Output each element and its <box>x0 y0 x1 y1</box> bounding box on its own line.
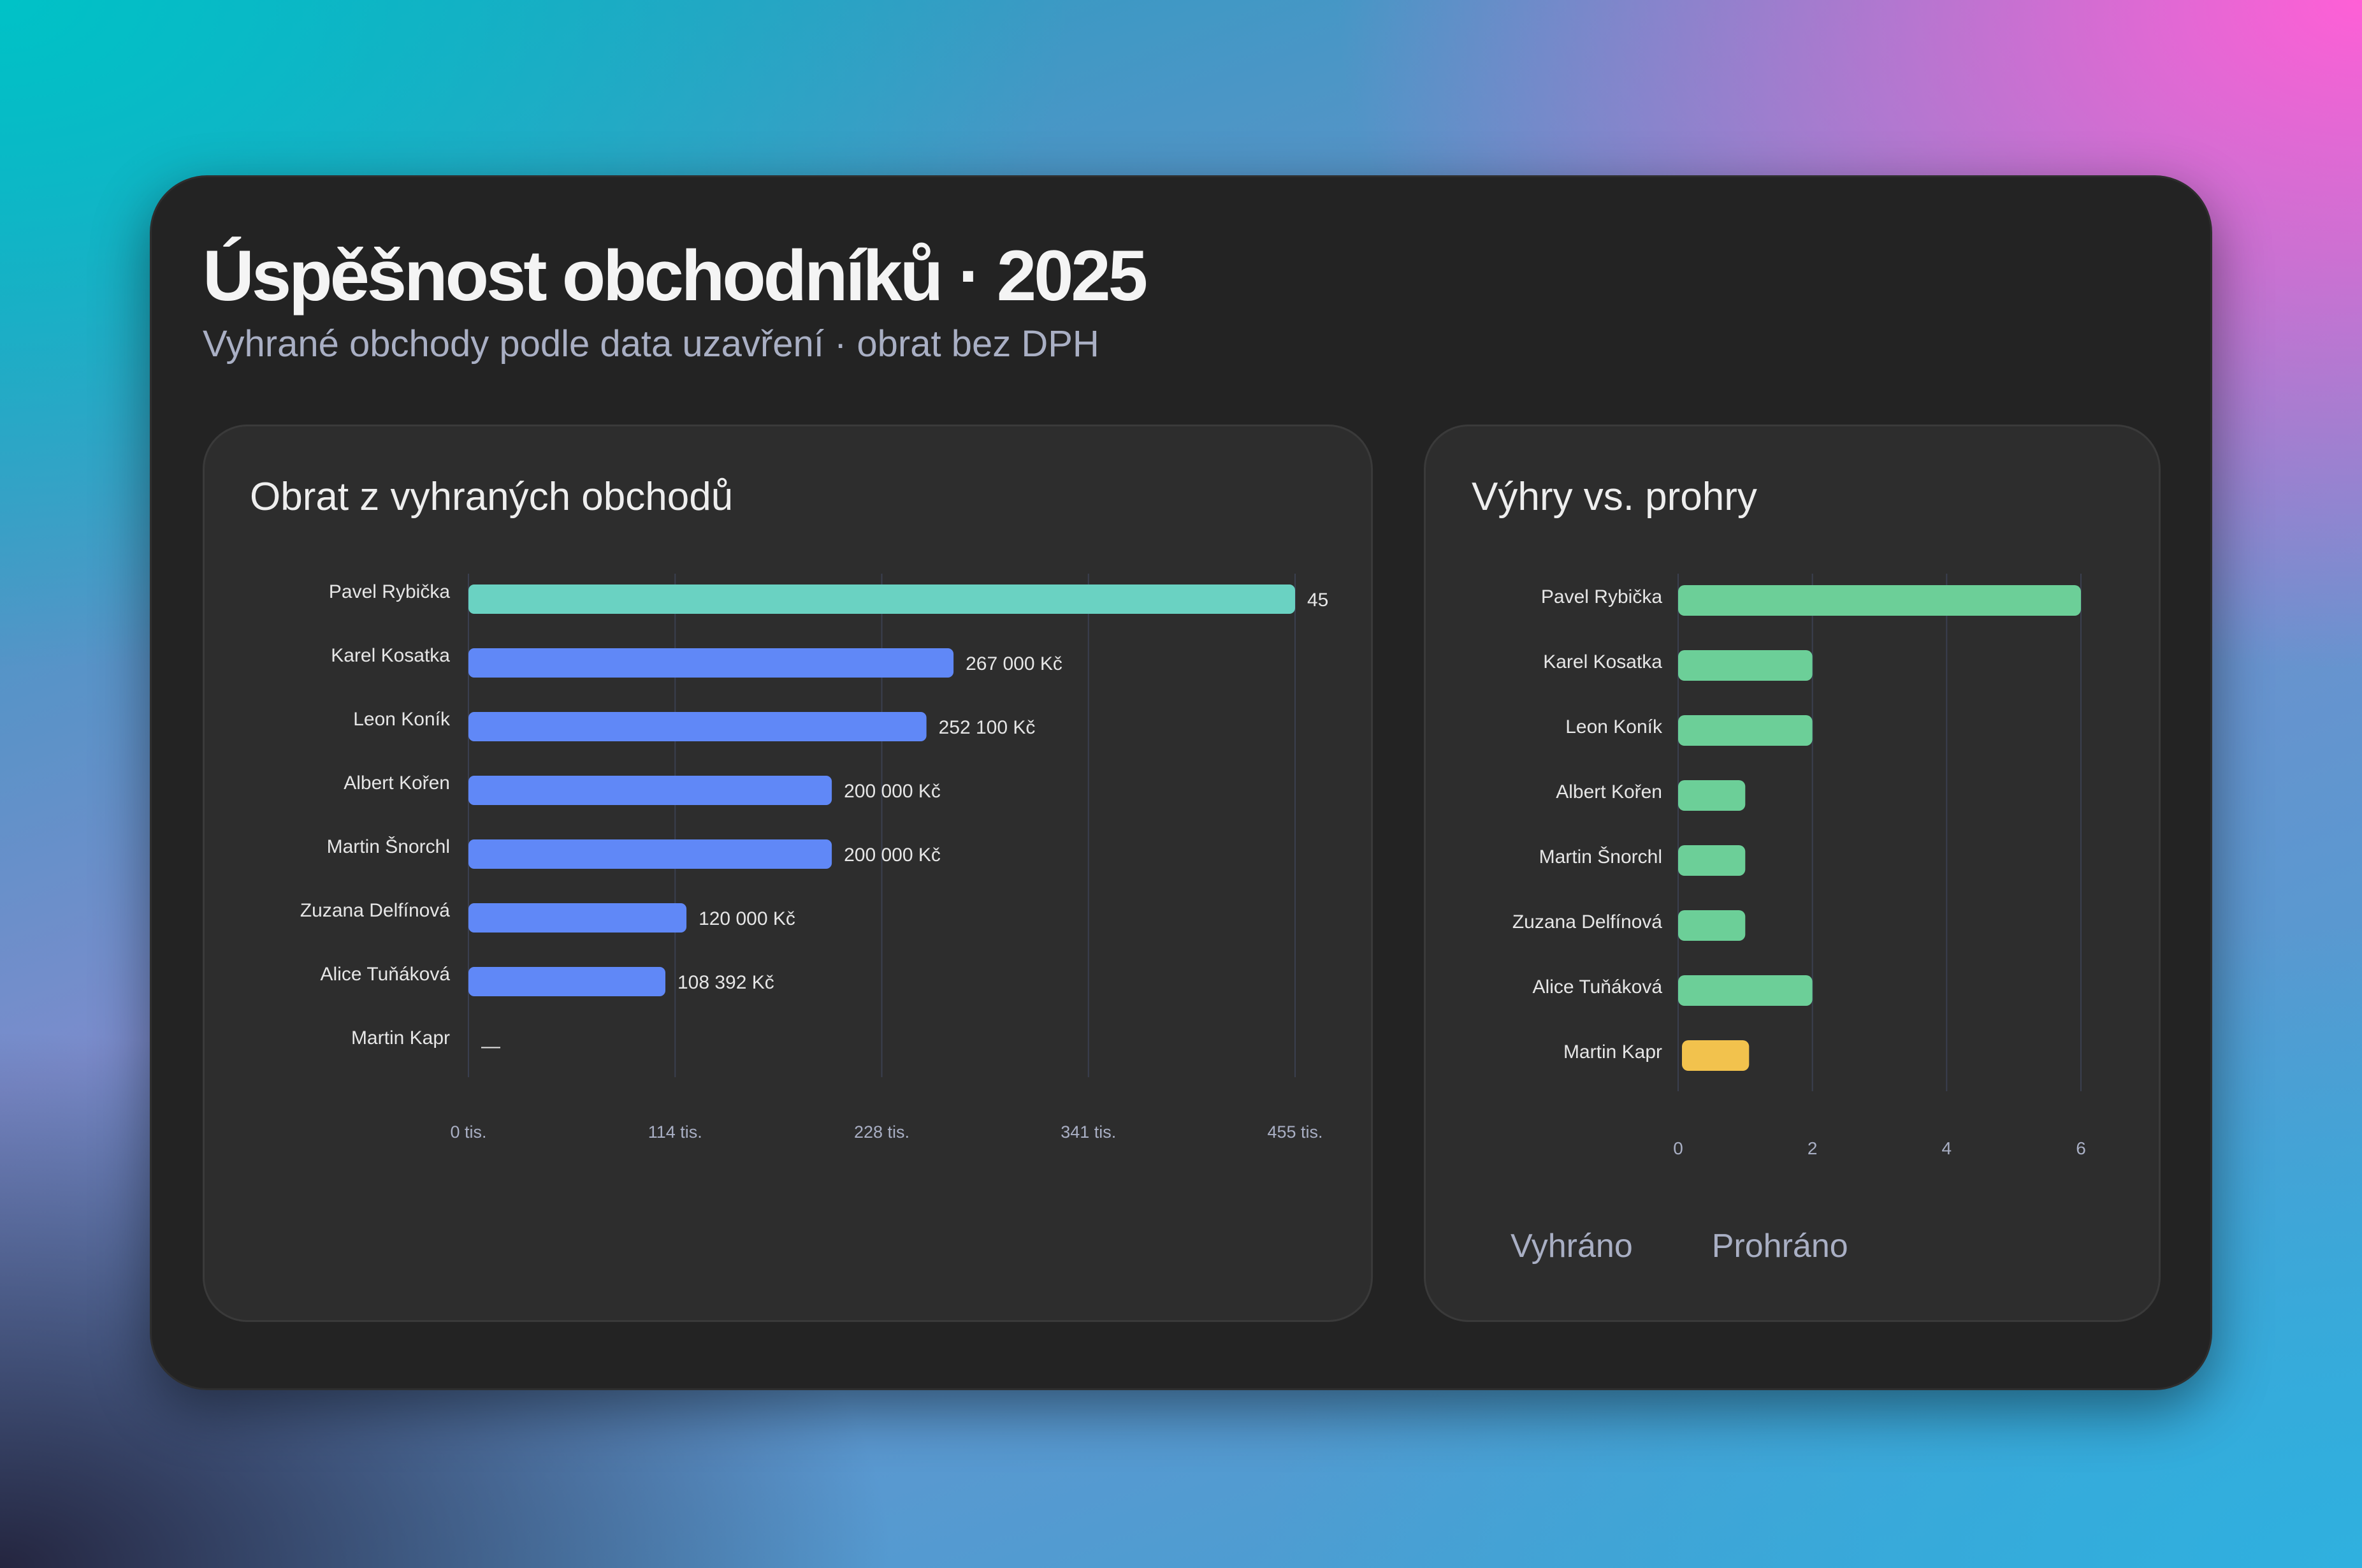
win-loss-category-label: Alice Tuňáková <box>1533 976 1663 998</box>
revenue-bar <box>468 903 686 933</box>
revenue-x-tick-label: 228 tis. <box>854 1122 909 1142</box>
win-loss-category-label: Pavel Rybička <box>1541 586 1662 607</box>
revenue-x-tick-label: 341 tis. <box>1061 1122 1116 1142</box>
page-subtitle: Vyhrané obchody podle data uzavření · ob… <box>203 323 1099 365</box>
win-loss-category-label: Leon Koník <box>1565 716 1663 737</box>
legend-won[interactable]: Vyhráno <box>1511 1228 1633 1265</box>
win-bar <box>1678 715 1813 746</box>
win-loss-category-label: Albert Kořen <box>1556 781 1662 802</box>
win-bar <box>1678 910 1746 941</box>
win-loss-x-tick-label: 0 <box>1673 1138 1683 1158</box>
win-loss-category-label: Martin Kapr <box>1563 1042 1662 1063</box>
revenue-bar <box>468 776 832 805</box>
revenue-bar <box>468 967 665 996</box>
win-bar <box>1678 650 1813 681</box>
revenue-value-label: — <box>481 1036 500 1057</box>
win-loss-chart-title: Výhry vs. prohry <box>1472 475 1757 519</box>
win-loss-x-tick-label: 4 <box>1942 1138 1952 1158</box>
legend-lost[interactable]: Prohráno <box>1711 1228 1848 1265</box>
revenue-category-label: Martin Kapr <box>351 1027 450 1049</box>
revenue-panel <box>203 425 1373 1322</box>
revenue-category-label: Karel Kosatka <box>331 645 450 666</box>
win-bar <box>1678 845 1746 876</box>
revenue-chart-title: Obrat z vyhraných obchodů <box>250 475 734 519</box>
revenue-bar <box>468 648 953 678</box>
win-loss-category-label: Martin Šnorchl <box>1539 846 1662 867</box>
win-bar <box>1678 975 1813 1006</box>
revenue-value-label: 267 000 Kč <box>966 653 1062 674</box>
revenue-value-label: 200 000 Kč <box>844 845 941 866</box>
win-loss-x-tick-label: 2 <box>1808 1138 1818 1158</box>
win-loss-x-tick-label: 6 <box>2076 1138 2086 1158</box>
win-loss-category-label: Zuzana Delfínová <box>1512 911 1662 933</box>
revenue-value-label: 45 <box>1307 590 1328 611</box>
loss-bar <box>1682 1040 1750 1071</box>
win-bar <box>1678 780 1746 811</box>
revenue-value-label: 108 392 Kč <box>677 972 774 993</box>
win-loss-category-label: Karel Kosatka <box>1543 651 1662 672</box>
revenue-value-label: 120 000 Kč <box>699 908 795 929</box>
revenue-category-label: Pavel Rybička <box>329 581 450 602</box>
revenue-bar <box>468 712 927 741</box>
revenue-x-tick-label: 0 tis. <box>450 1122 486 1142</box>
win-bar <box>1678 585 2081 616</box>
revenue-category-label: Leon Koník <box>353 709 451 730</box>
revenue-category-label: Zuzana Delfínová <box>300 900 450 921</box>
revenue-category-label: Martin Šnorchl <box>327 836 450 857</box>
win-loss-panel <box>1424 425 2161 1322</box>
revenue-x-tick-label: 455 tis. <box>1267 1122 1322 1142</box>
page-title: Úspěšnost obchodníků · 2025 <box>203 236 1148 316</box>
revenue-bar <box>468 839 832 869</box>
revenue-category-label: Albert Kořen <box>344 773 450 794</box>
revenue-x-tick-label: 114 tis. <box>648 1122 702 1142</box>
revenue-category-label: Alice Tuňáková <box>321 964 451 985</box>
revenue-value-label: 252 100 Kč <box>939 717 1036 738</box>
revenue-value-label: 200 000 Kč <box>844 781 941 802</box>
win-loss-legend: Vyhráno Prohráno <box>1511 1227 1848 1265</box>
revenue-bar <box>468 584 1295 614</box>
